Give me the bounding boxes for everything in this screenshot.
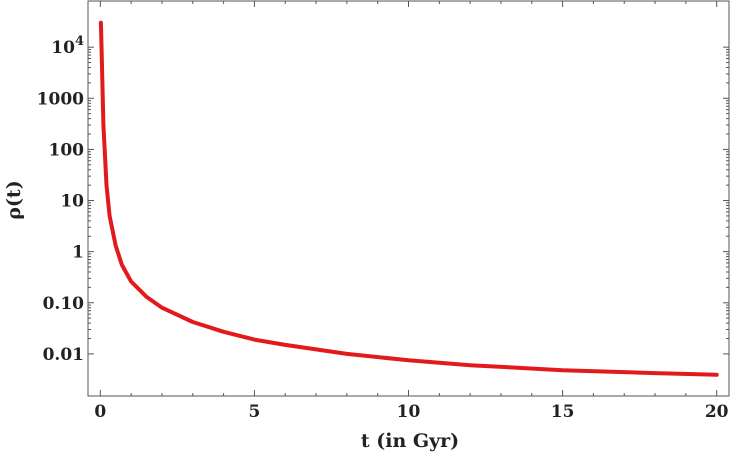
y-tick-label: 10	[60, 192, 84, 212]
y-tick-label: 104	[51, 34, 84, 58]
y-tick-label-base: 10	[51, 38, 75, 58]
x-axis: 0 5 10 15 20	[94, 1, 729, 422]
y-tick-label: 0.01	[43, 345, 84, 365]
y-tick-label-exponent: 4	[75, 34, 84, 49]
x-tick-label: 5	[248, 402, 260, 422]
x-axis-title: t (in Gyr)	[361, 430, 459, 452]
x-tick-label: 10	[397, 402, 421, 422]
y-tick-label: 100	[49, 140, 85, 160]
x-tick-label: 0	[94, 402, 106, 422]
x-tick-label: 15	[551, 402, 575, 422]
x-tick-label: 20	[705, 402, 729, 422]
plot-frame	[87, 0, 730, 397]
y-tick-label: 0.10	[43, 294, 85, 314]
series-layer	[98, 20, 719, 377]
y-tick-label: 1	[72, 243, 84, 263]
series-line	[98, 20, 719, 377]
y-axis-title: ρ(t)	[3, 180, 25, 219]
y-tick-label: 1000	[37, 89, 84, 109]
